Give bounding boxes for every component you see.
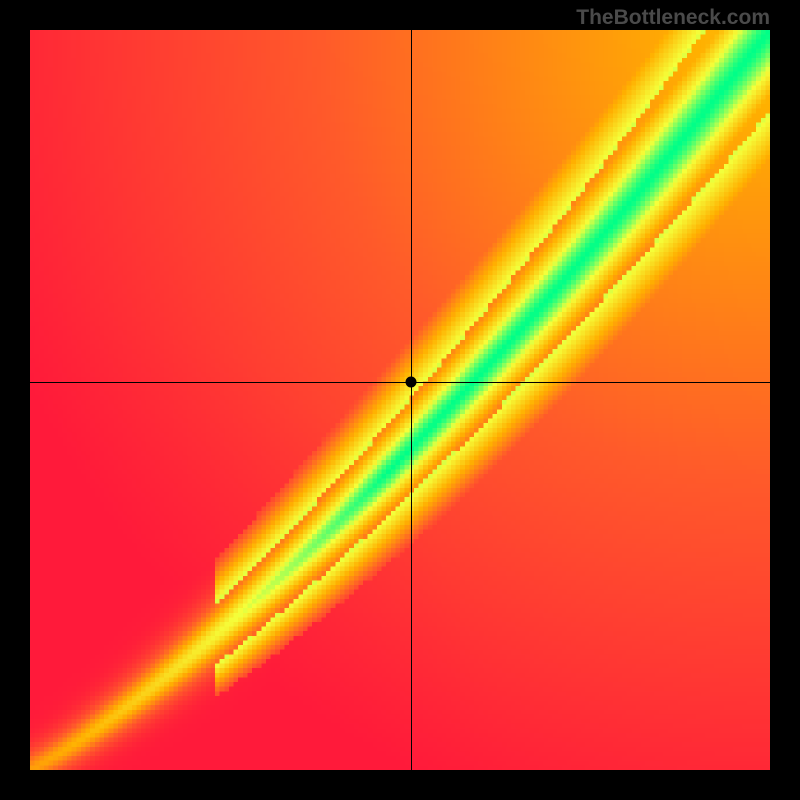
heatmap-plot — [30, 30, 770, 770]
crosshair-horizontal — [30, 382, 770, 383]
crosshair-vertical — [411, 30, 412, 770]
watermark-text: TheBottleneck.com — [576, 6, 770, 30]
heatmap-canvas — [30, 30, 770, 770]
crosshair-marker — [406, 376, 417, 387]
